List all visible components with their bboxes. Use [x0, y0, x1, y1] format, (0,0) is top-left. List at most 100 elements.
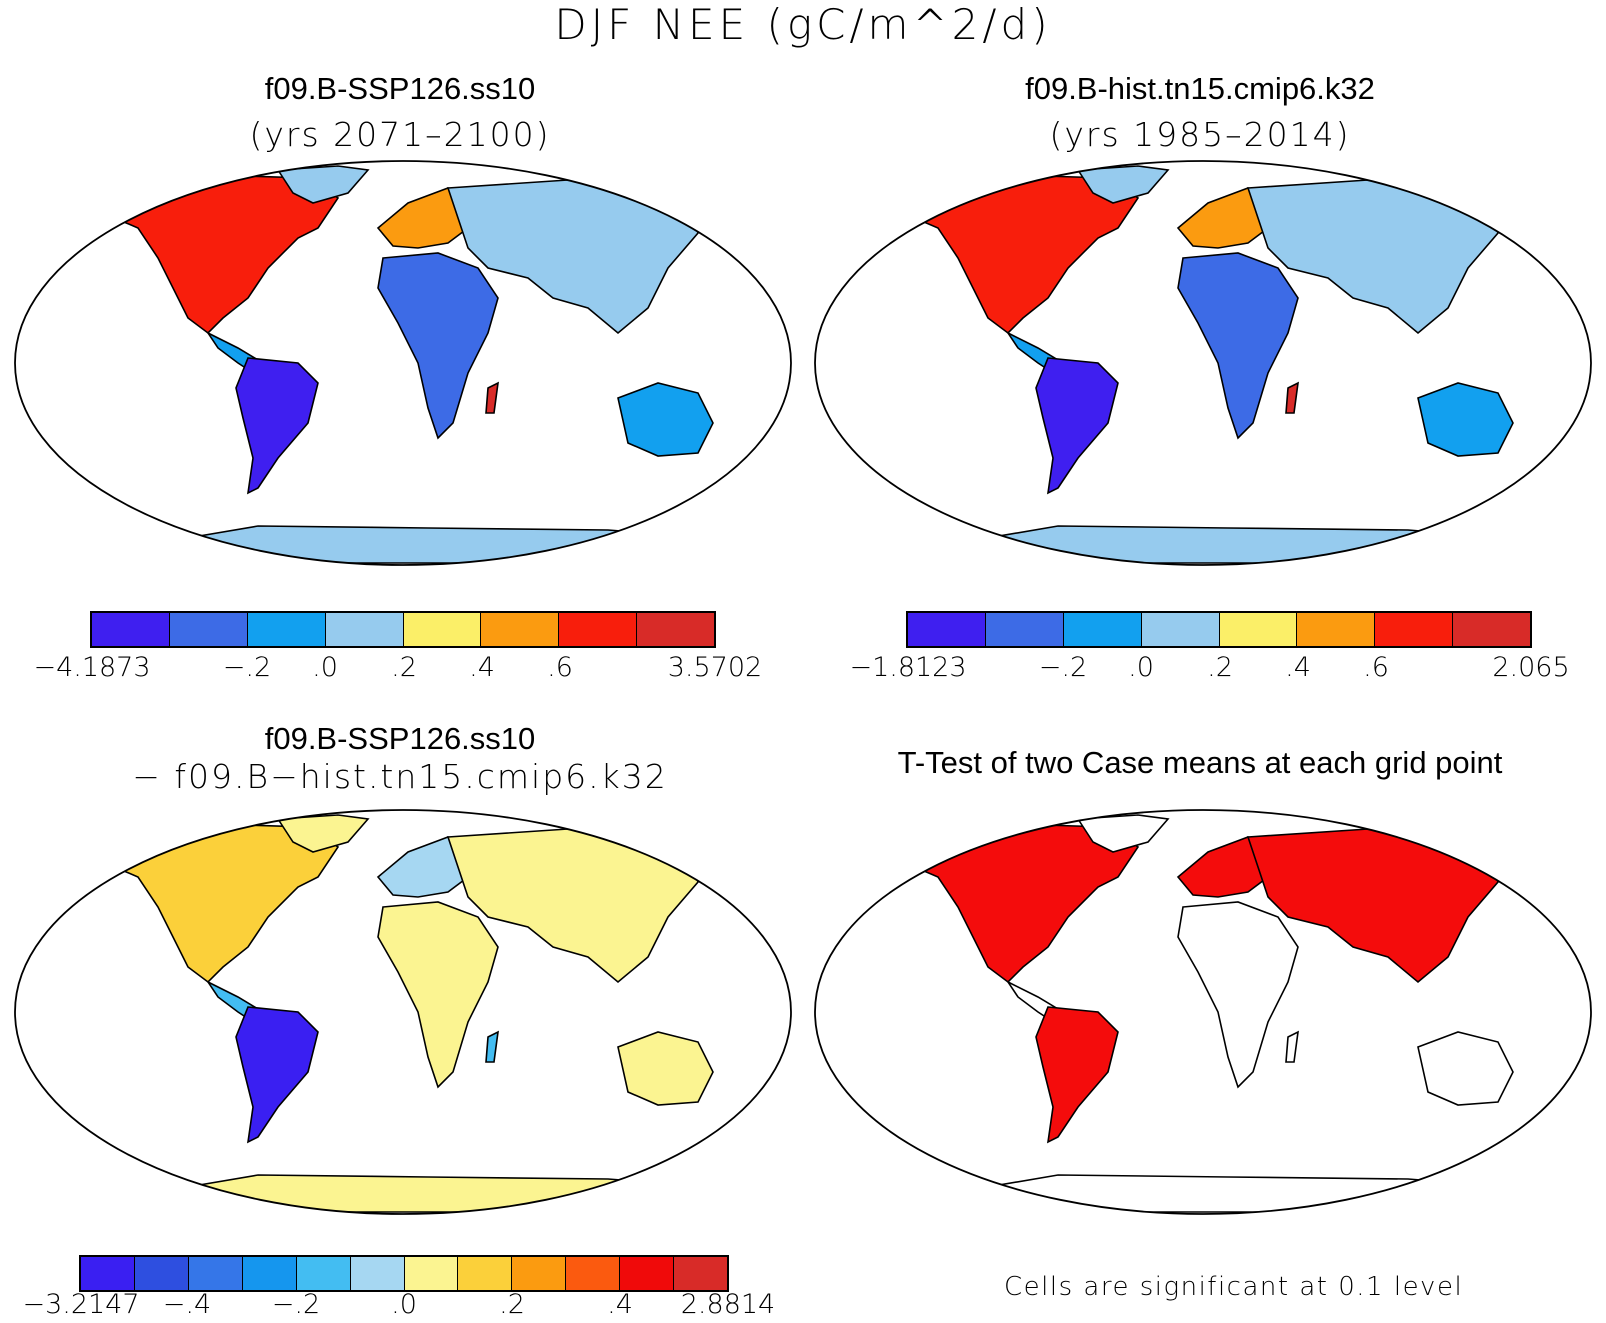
colorbar-ssp [90, 611, 716, 648]
significance-note: Cells are significant at 0.1 level [1004, 1272, 1464, 1302]
map-outline [814, 809, 1592, 1215]
colorbar-swatch [1141, 613, 1220, 646]
landmass-md [485, 381, 499, 414]
colorbar-swatch [1219, 613, 1298, 646]
landmass-au [1417, 382, 1514, 457]
colorbar-diff [79, 1255, 729, 1292]
colorbar-hist-label: −.2 [1038, 652, 1088, 683]
landmass-au [1417, 1031, 1514, 1106]
landmass-na [101, 175, 340, 335]
landmass-na [901, 175, 1140, 335]
colorbar-ssp-label: .0 [312, 652, 338, 683]
colorbar-swatch [620, 1257, 675, 1290]
map-panel-ssp [14, 160, 792, 566]
map-panel-ttest [814, 809, 1592, 1215]
colorbar-swatch [458, 1257, 513, 1290]
colorbar-diff-label: 2.8814 [680, 1289, 776, 1320]
colorbar-swatch [1375, 613, 1454, 646]
colorbar-swatch [81, 1257, 135, 1290]
landmass-af [1177, 252, 1299, 440]
land-group [101, 165, 714, 564]
colorbar-swatch [1297, 613, 1376, 646]
landmass-an [956, 525, 1510, 564]
colorbar-hist-label: .4 [1285, 652, 1311, 683]
panel-ssp-subtitle: (yrs 2071–2100) [249, 115, 551, 154]
map-outline [14, 809, 792, 1215]
landmass-gl [276, 814, 370, 853]
land-group [101, 814, 714, 1213]
colorbar-hist-label: .0 [1128, 652, 1154, 683]
colorbar-swatch [134, 1257, 189, 1290]
panel-ttest-title: T-Test of two Case means at each grid po… [897, 745, 1503, 780]
figure-title: DJF NEE (gC/m^2/d) [554, 0, 1052, 49]
colorbar-swatch [566, 1257, 621, 1290]
colorbar-swatch [908, 613, 986, 646]
colorbar-swatch [247, 613, 326, 646]
colorbar-diff-label: −.2 [271, 1289, 321, 1320]
colorbar-swatch [242, 1257, 297, 1290]
colorbar-ssp-label: .4 [469, 652, 495, 683]
colorbar-swatch [169, 613, 248, 646]
colorbar-hist-label: −1.8123 [849, 652, 967, 683]
panel-hist-subtitle: (yrs 1985–2014) [1049, 115, 1351, 154]
colorbar-diff-label: .2 [499, 1289, 525, 1320]
colorbar-diff-label: .4 [607, 1289, 633, 1320]
colorbar-swatch [512, 1257, 567, 1290]
colorbar-ssp-label: −4.1873 [33, 652, 151, 683]
colorbar-swatch [985, 613, 1064, 646]
colorbar-swatch [325, 613, 404, 646]
landmass-af [377, 901, 499, 1089]
landmass-gl [1076, 165, 1170, 204]
land-group [901, 814, 1514, 1213]
land-group [901, 165, 1514, 564]
colorbar-ssp-label: .2 [391, 652, 417, 683]
landmass-sa [1035, 1006, 1119, 1144]
colorbar-ssp-label: −.2 [222, 652, 272, 683]
colorbar-swatch [559, 613, 638, 646]
colorbar-hist [906, 611, 1532, 648]
colorbar-swatch [1453, 613, 1530, 646]
colorbar-swatch [296, 1257, 351, 1290]
landmass-sa [1035, 357, 1119, 495]
colorbar-swatch [674, 1257, 728, 1290]
map-outline [814, 160, 1592, 566]
landmass-af [377, 252, 499, 440]
colorbar-ssp-label: .6 [547, 652, 573, 683]
landmass-sa [235, 357, 319, 495]
panel-diff-title: f09.B-SSP126.ss10 [264, 721, 536, 756]
landmass-md [485, 1030, 499, 1063]
colorbar-hist-label: .6 [1363, 652, 1389, 683]
colorbar-swatch [637, 613, 714, 646]
landmass-gl [1076, 814, 1170, 853]
colorbar-swatch [92, 613, 170, 646]
landmass-gl [276, 165, 370, 204]
landmass-sa [235, 1006, 319, 1144]
landmass-md [1285, 1030, 1299, 1063]
landmass-au [617, 382, 714, 457]
landmass-md [1285, 381, 1299, 414]
colorbar-swatch [404, 1257, 459, 1290]
map-panel-hist [814, 160, 1592, 566]
map-outline [14, 160, 792, 566]
colorbar-ssp-label: 3.5702 [667, 652, 763, 683]
landmass-na [101, 824, 340, 984]
panel-hist-title: f09.B-hist.tn15.cmip6.k32 [1025, 71, 1375, 106]
landmass-an [156, 525, 710, 564]
colorbar-diff-label: −3.2147 [22, 1289, 140, 1320]
colorbar-swatch [481, 613, 560, 646]
landmass-af [1177, 901, 1299, 1089]
map-panel-diff [14, 809, 792, 1215]
panel-ssp-title: f09.B-SSP126.ss10 [264, 71, 536, 106]
panel-diff-subtitle: − f09.B−hist.tn15.cmip6.k32 [132, 757, 668, 796]
colorbar-diff-label: .0 [391, 1289, 417, 1320]
colorbar-hist-label: .2 [1207, 652, 1233, 683]
landmass-au [617, 1031, 714, 1106]
colorbar-swatch [188, 1257, 243, 1290]
landmass-an [156, 1174, 710, 1213]
colorbar-hist-label: 2.065 [1492, 652, 1570, 683]
colorbar-swatch [1063, 613, 1142, 646]
colorbar-diff-label: −.4 [162, 1289, 212, 1320]
colorbar-swatch [350, 1257, 405, 1290]
colorbar-swatch [403, 613, 482, 646]
landmass-an [956, 1174, 1510, 1213]
